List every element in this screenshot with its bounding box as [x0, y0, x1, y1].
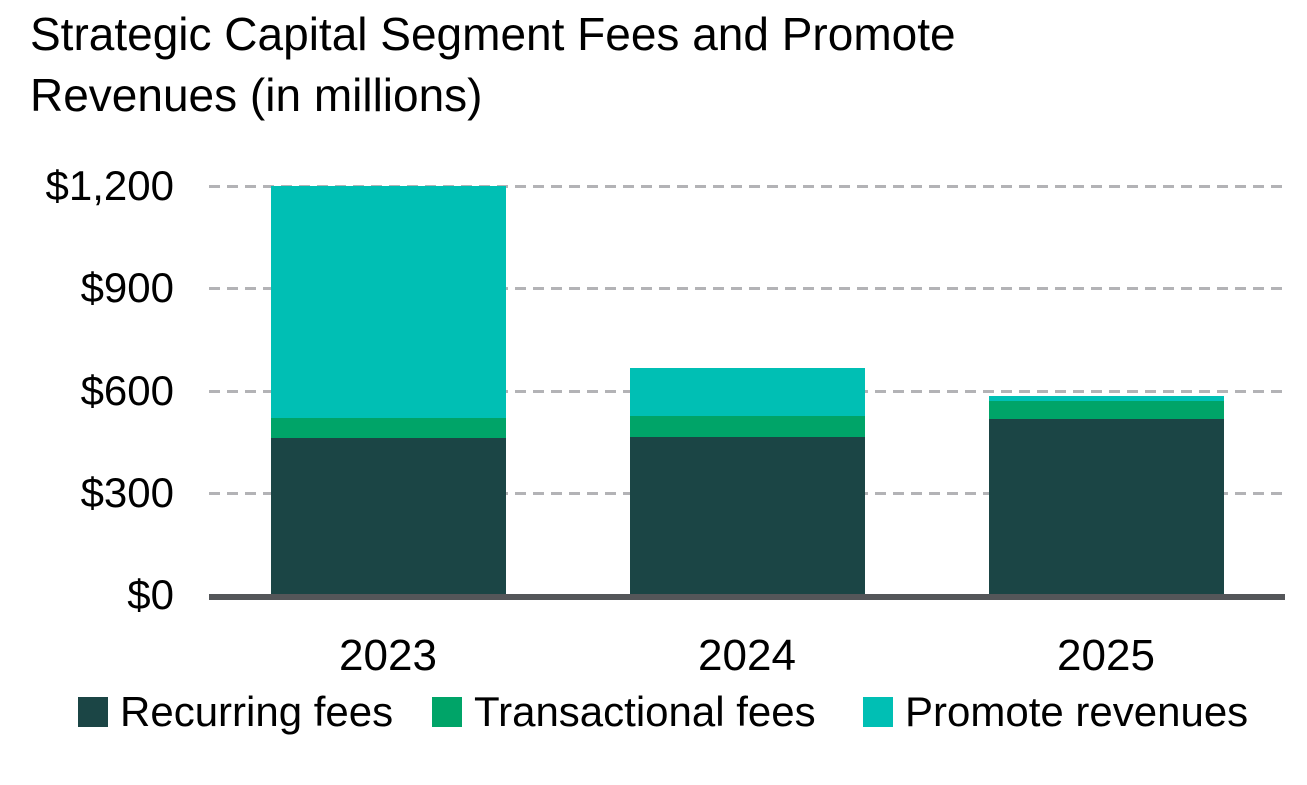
y-axis-tick-label-300: $300 [80, 468, 174, 516]
bar-2025-segment-promote-revenues [988, 395, 1224, 401]
x-axis-label-2025: 2025 [1057, 631, 1155, 680]
bar-2024-segment-transactional-fees [629, 416, 865, 437]
bar-2024-segment-promote-revenues [629, 368, 865, 417]
x-axis-line [209, 594, 1285, 600]
legend-item-transactional-fees: Transactional fees [432, 688, 816, 735]
legend-swatch-promote-revenues [863, 697, 893, 727]
bar-2024-segment-recurring-fees [629, 436, 865, 595]
y-axis-tick-label-600: $600 [80, 366, 174, 414]
legend-item-recurring-fees: Recurring fees [78, 688, 394, 735]
legend-label-transactional-fees: Transactional fees [474, 688, 816, 735]
gridline-1200 [209, 185, 1285, 188]
y-axis-tick-label-1200: $1,200 [45, 162, 174, 209]
chart-title-line1: Strategic Capital Segment Fees and Promo… [30, 8, 956, 60]
y-axis-tick-label-900: $900 [80, 264, 174, 312]
legend-item-promote-revenues: Promote revenues [863, 688, 1249, 735]
x-axis-label-2023: 2023 [339, 631, 437, 680]
y-axis-tick-label-0: $0 [127, 571, 174, 618]
bar-2023-segment-recurring-fees [270, 438, 506, 595]
bar-2023-segment-promote-revenues [270, 186, 506, 418]
chart-title-line2: Revenues (in millions) [30, 69, 483, 121]
chart-title: Strategic Capital Segment Fees and Promo… [30, 4, 956, 126]
legend-swatch-transactional-fees [432, 697, 462, 727]
legend-label-promote-revenues: Promote revenues [905, 688, 1249, 735]
gridline-900 [209, 287, 1285, 291]
bar-2025-segment-recurring-fees [988, 419, 1224, 595]
bar-2025-segment-transactional-fees [988, 400, 1224, 420]
x-axis-label-2024: 2024 [698, 631, 796, 680]
bar-2023-segment-transactional-fees [270, 417, 506, 439]
legend-swatch-recurring-fees [78, 697, 108, 727]
legend-label-recurring-fees: Recurring fees [120, 688, 394, 735]
